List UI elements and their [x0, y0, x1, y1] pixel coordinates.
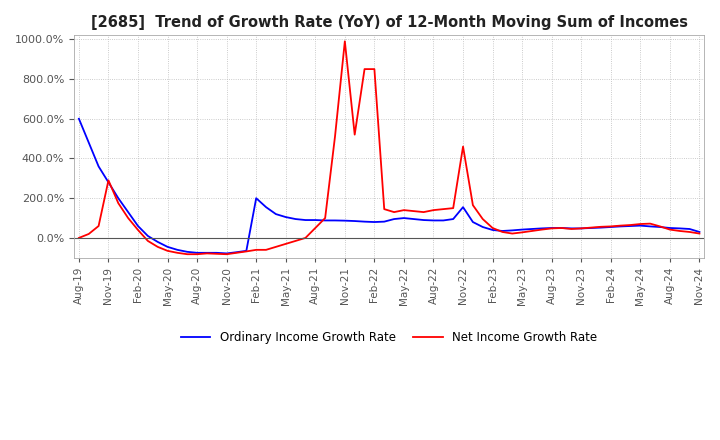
- Line: Ordinary Income Growth Rate: Ordinary Income Growth Rate: [79, 119, 699, 253]
- Ordinary Income Growth Rate: [695, 229, 703, 235]
- Ordinary Income Growth Rate: [429, 218, 438, 223]
- Ordinary Income Growth Rate: [75, 116, 84, 121]
- Net Income Growth Rate: [341, 39, 349, 44]
- Net Income Growth Rate: [498, 229, 507, 235]
- Net Income Growth Rate: [75, 235, 84, 241]
- Ordinary Income Growth Rate: [153, 239, 162, 245]
- Ordinary Income Growth Rate: [390, 216, 398, 222]
- Net Income Growth Rate: [153, 244, 162, 249]
- Net Income Growth Rate: [351, 132, 359, 137]
- Ordinary Income Growth Rate: [341, 218, 349, 223]
- Ordinary Income Growth Rate: [478, 224, 487, 230]
- Net Income Growth Rate: [488, 225, 497, 231]
- Ordinary Income Growth Rate: [222, 251, 231, 256]
- Net Income Growth Rate: [183, 252, 192, 257]
- Line: Net Income Growth Rate: Net Income Growth Rate: [79, 41, 699, 254]
- Legend: Ordinary Income Growth Rate, Net Income Growth Rate: Ordinary Income Growth Rate, Net Income …: [176, 326, 602, 348]
- Net Income Growth Rate: [695, 231, 703, 236]
- Ordinary Income Growth Rate: [488, 227, 497, 233]
- Net Income Growth Rate: [439, 206, 448, 212]
- Net Income Growth Rate: [400, 208, 408, 213]
- Title: [2685]  Trend of Growth Rate (YoY) of 12-Month Moving Sum of Incomes: [2685] Trend of Growth Rate (YoY) of 12-…: [91, 15, 688, 30]
